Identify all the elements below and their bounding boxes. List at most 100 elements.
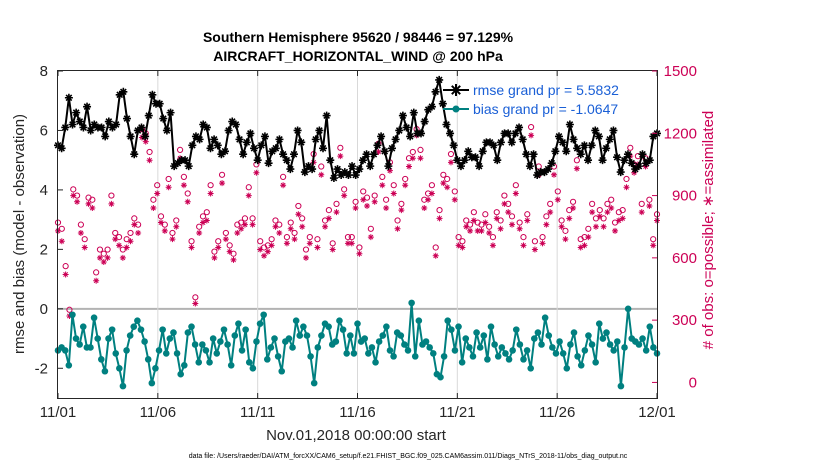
bias-point <box>271 335 278 342</box>
rmse-point <box>275 135 284 144</box>
obs-possible-point <box>249 215 256 222</box>
obs-assimilated-point <box>470 217 477 224</box>
chart-subtitle: AIRCRAFT_HORIZONTAL_WIND @ 200 hPa <box>213 48 503 64</box>
obs-possible-point <box>131 215 138 222</box>
rmse-point <box>191 132 200 141</box>
obs-possible-point <box>363 194 371 201</box>
obs-assimilated-point <box>131 221 138 228</box>
obs-possible-point <box>199 213 207 220</box>
bias-point <box>76 341 83 348</box>
bias-point <box>484 356 491 363</box>
obs-possible-point <box>96 246 104 253</box>
bias-point <box>574 353 581 360</box>
bias-point <box>386 347 394 354</box>
obs-assimilated-point <box>253 169 260 176</box>
obs-possible-point <box>367 225 374 232</box>
obs-assimilated-point <box>531 246 538 253</box>
rmse-point <box>449 141 458 150</box>
obs-assimilated-point <box>440 180 447 187</box>
x-tick-label: 11/26 <box>539 404 575 421</box>
bias-point <box>191 341 199 348</box>
rmse-point <box>453 156 462 165</box>
obs-assimilated-point <box>394 225 401 232</box>
obs-assimilated-point <box>192 300 199 307</box>
obs-possible-point <box>455 233 462 241</box>
bias-point <box>220 326 228 333</box>
obs-assimilated-point <box>608 205 615 212</box>
obs-assimilated-point <box>398 207 405 214</box>
bias-point <box>570 329 578 336</box>
obs-possible-point <box>543 213 550 220</box>
bias-point <box>368 344 376 351</box>
obs-assimilated-point <box>100 259 107 266</box>
obs-assimilated-point <box>127 238 134 245</box>
obs-possible-point <box>390 182 397 189</box>
rmse-point <box>638 150 647 159</box>
obs-assimilated-point <box>596 213 603 220</box>
obs-assimilated-point <box>291 236 298 243</box>
bias-point <box>545 332 553 339</box>
obs-possible-point <box>161 221 168 228</box>
obs-assimilated-point <box>173 223 180 230</box>
obs-possible-point <box>196 223 203 230</box>
obs-possible-point <box>573 157 580 164</box>
rmse-point <box>471 153 480 162</box>
bias-point <box>141 338 148 345</box>
obs-assimilated-point <box>138 134 145 141</box>
obs-assimilated-point <box>501 200 508 207</box>
obs-assimilated-point <box>646 202 653 209</box>
rmse-point <box>540 168 549 177</box>
obs-assimilated-point <box>402 182 409 189</box>
rmse-point <box>83 102 92 111</box>
obs-assimilated-point <box>348 240 355 247</box>
rmse-point <box>642 159 651 168</box>
bias-point <box>227 362 235 369</box>
rmse-point <box>551 147 560 156</box>
rmse-point <box>605 135 614 144</box>
obs-possible-point <box>398 200 405 207</box>
bias-point <box>473 329 480 336</box>
obs-possible-point <box>604 200 611 207</box>
obs-possible-point <box>119 246 126 253</box>
rmse-point <box>529 150 538 159</box>
bias-point <box>173 350 181 357</box>
rmse-point <box>402 123 411 132</box>
obs-assimilated-point <box>486 229 493 236</box>
bias-point <box>512 326 520 333</box>
rmse-point <box>304 162 313 171</box>
rmse-point <box>340 168 349 177</box>
obs-possible-point <box>211 248 218 255</box>
rmse-point <box>598 156 607 165</box>
bias-point <box>401 341 408 348</box>
rmse-point <box>61 123 70 132</box>
obs-assimilated-point <box>158 219 165 226</box>
rmse-point <box>257 141 266 150</box>
obs-assimilated-point <box>650 242 657 249</box>
bias-point <box>383 323 390 330</box>
bias-point <box>621 344 628 351</box>
rmse-point <box>424 105 433 114</box>
obs-possible-point <box>589 200 596 207</box>
rmse-point <box>573 144 582 153</box>
bias-point <box>94 335 101 342</box>
rmse-point <box>417 129 426 138</box>
obs-possible-point <box>222 229 229 237</box>
obs-possible-point <box>478 221 485 228</box>
rmse-point <box>427 102 436 111</box>
obs-assimilated-point <box>451 196 458 203</box>
bias-point <box>300 323 307 330</box>
obs-assimilated-point <box>123 244 130 251</box>
rmse-point <box>464 147 473 156</box>
obs-possible-point <box>169 229 176 237</box>
rmse-point <box>289 150 298 159</box>
bias-point <box>98 356 105 363</box>
bias-point <box>635 341 643 348</box>
bias-point <box>458 359 466 366</box>
rmse-point <box>613 153 622 162</box>
obs-possible-point <box>291 229 298 237</box>
obs-possible-point <box>333 200 340 207</box>
rmse-point <box>594 132 603 141</box>
obs-assimilated-point <box>245 192 252 199</box>
obs-assimilated-point <box>184 198 191 205</box>
x-axis-ticks: 11/01 11/06 11/11 11/16 11/21 11/26 12/01 <box>40 71 676 421</box>
